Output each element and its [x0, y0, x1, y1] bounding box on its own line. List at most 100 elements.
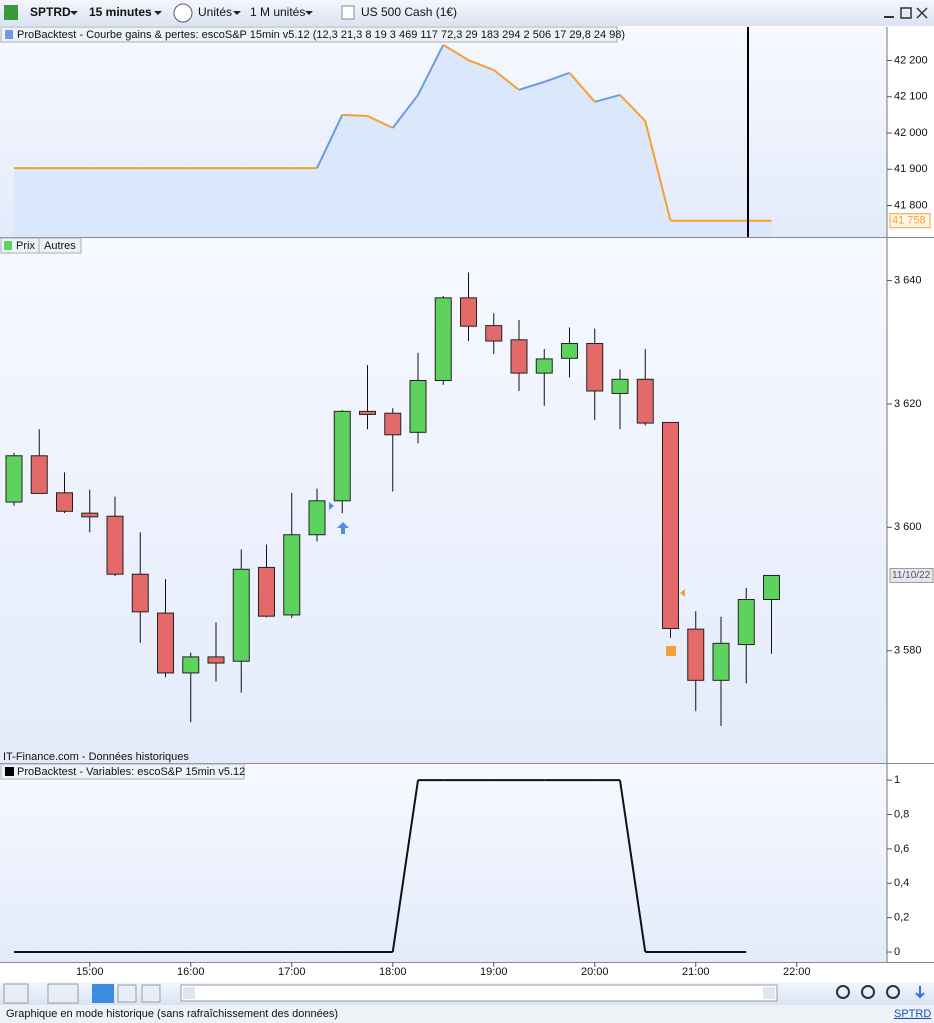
candle-body	[460, 297, 477, 327]
backtest-tool[interactable]	[141, 984, 161, 1003]
share-tool[interactable]	[92, 984, 114, 1003]
candle-body	[535, 358, 553, 374]
candle-body	[106, 515, 124, 575]
dropdown-arrow	[154, 11, 162, 15]
line-segment	[442, 44, 470, 61]
x-tick-label: 22:00	[783, 966, 811, 978]
status-symbol[interactable]: SPTRD	[894, 1008, 931, 1020]
status-bar	[0, 1005, 934, 1023]
tab-label[interactable]: Autres	[44, 240, 76, 252]
candle-body	[687, 628, 705, 681]
x-tick-label: 20:00	[581, 966, 609, 978]
legend-swatch	[5, 30, 13, 39]
panel-label	[0, 763, 245, 780]
zoom-out[interactable]	[861, 985, 875, 999]
y-tick-label: 42 100	[894, 91, 928, 103]
line-segment	[619, 94, 646, 122]
scroll-end[interactable]	[915, 986, 925, 999]
y-tick-label: 0	[894, 946, 900, 958]
y-tick-label: 42 200	[894, 54, 928, 66]
candle-body	[485, 325, 503, 342]
toolbar	[0, 0, 934, 26]
y-tick-label: 1	[894, 774, 900, 786]
line-segment	[391, 94, 419, 129]
candle-body	[56, 492, 73, 512]
cursor-line	[747, 27, 749, 237]
y-tick-label: 3 580	[894, 645, 922, 657]
variables-panel	[0, 764, 887, 962]
x-tick-label: 16:00	[177, 966, 205, 978]
candle-body	[232, 568, 250, 662]
line-segment	[493, 69, 520, 91]
tab[interactable]	[38, 237, 82, 254]
x-tick-label: 21:00	[682, 966, 710, 978]
candle-body	[510, 339, 528, 374]
scrollbar[interactable]	[180, 984, 778, 1002]
plots: 15:00 16:00 17:00 18:00 19:00 20:00 21:00 22:00…	[5, 44, 934, 978]
legend-swatch	[5, 767, 14, 776]
y-tick-label: 0,2	[894, 912, 909, 924]
last-date-label: 11/10/22	[892, 570, 931, 581]
candle-body	[283, 534, 301, 616]
y-tick-label: 0,4	[894, 877, 909, 889]
line-segment	[518, 80, 545, 91]
candle-body	[359, 410, 376, 415]
status-text: Graphique en mode historique (sans rafra…	[6, 1008, 338, 1020]
y-tick-label: 41 800	[894, 199, 928, 211]
candle-body	[763, 574, 780, 601]
last-value-label: 41 758	[892, 215, 926, 227]
x-tick-label: 15:00	[76, 966, 104, 978]
template-tool[interactable]	[117, 984, 137, 1003]
size-selector[interactable]: 1 M unités	[250, 5, 305, 19]
line-segment	[342, 113, 368, 117]
line-segment	[644, 120, 672, 221]
line-segment	[619, 780, 647, 953]
candle-body	[636, 378, 654, 424]
y-tick-label: 41 900	[894, 163, 928, 175]
zoom-fit[interactable]	[836, 985, 850, 999]
panel-label	[0, 26, 618, 43]
line-segment	[367, 115, 394, 129]
x-tick-label: 19:00	[480, 966, 508, 978]
close-button[interactable]	[916, 7, 928, 19]
last-value-box	[889, 213, 931, 229]
units-selector[interactable]: Unités	[198, 5, 232, 19]
entry-marker	[329, 502, 334, 510]
tab-label[interactable]: Prix	[16, 240, 35, 252]
dropdown-arrow	[233, 11, 241, 15]
y-tick-label: 3 600	[894, 521, 922, 533]
candle-body	[586, 342, 604, 392]
instrument-name: US 500 Cash (1€)	[361, 5, 457, 19]
exit-marker	[680, 589, 685, 597]
dropdown-arrow	[305, 11, 313, 15]
candle-body	[157, 612, 174, 674]
line-segment	[594, 93, 621, 103]
candle-body	[5, 455, 23, 503]
indicator-tool[interactable]	[47, 983, 79, 1004]
y-axis-area	[887, 27, 934, 962]
draw-tool[interactable]	[3, 983, 29, 1004]
scroll-right[interactable]	[763, 987, 775, 999]
units-icon	[173, 3, 193, 23]
line-segment	[316, 114, 344, 169]
candle-body	[182, 656, 200, 674]
maximize-button[interactable]	[900, 7, 912, 19]
candle-body	[384, 412, 402, 436]
candle-body	[409, 380, 427, 433]
zoom-in[interactable]	[886, 985, 900, 999]
candle-body	[561, 342, 578, 359]
buy-marker	[337, 522, 349, 534]
line-segment	[543, 71, 570, 83]
candle-body	[662, 421, 679, 630]
scroll-left[interactable]	[183, 987, 195, 999]
candle-body	[712, 642, 730, 681]
candle-body	[131, 573, 149, 613]
symbol-selector[interactable]: SPTRD	[30, 5, 71, 19]
variables-title: ProBacktest - Variables: escoS&P 15min v…	[17, 766, 245, 778]
timeframe-selector[interactable]: 15 minutes	[89, 5, 152, 19]
dropdown-arrow	[70, 11, 78, 15]
y-tick-label: 0,8	[894, 808, 909, 820]
sell-marker	[666, 646, 676, 656]
y-tick-label: 42 000	[894, 127, 928, 139]
